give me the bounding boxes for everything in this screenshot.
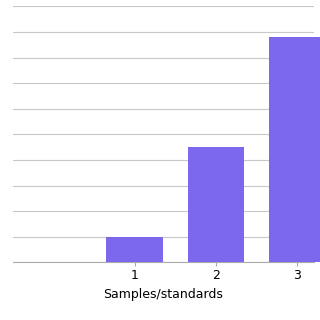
X-axis label: Samples/standards: Samples/standards: [103, 288, 223, 301]
Bar: [269, 37, 320, 262]
Bar: [106, 237, 163, 262]
Bar: [188, 147, 244, 262]
